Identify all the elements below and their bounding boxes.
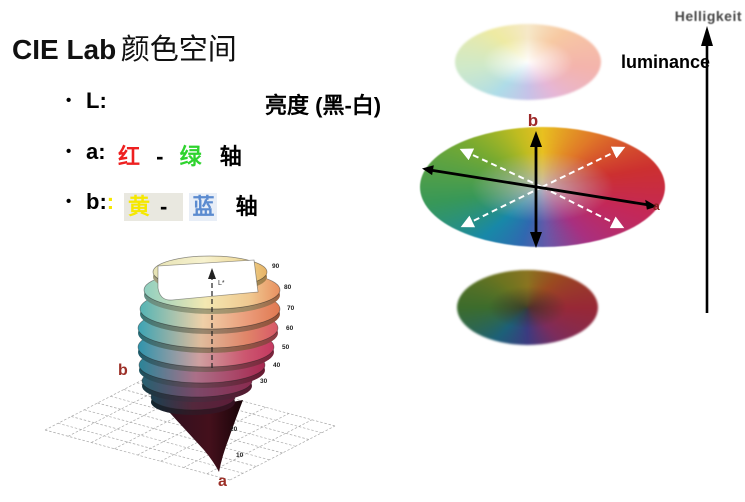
bullet-b: • b:: 黄- 蓝 轴 (0, 189, 440, 221)
green-word: 绿 (179, 144, 202, 169)
dash: - (156, 144, 164, 169)
blue-word: 蓝 (192, 194, 215, 219)
level-label: 50 (282, 344, 290, 351)
helligkeit-label: Helligkeit (674, 8, 742, 24)
gamut-funnel (158, 400, 243, 472)
dash: - (160, 194, 168, 219)
bullet-b-label: b:: (86, 189, 114, 215)
level-label: 60 (286, 325, 294, 332)
top-notch (157, 259, 259, 301)
l-star-arrowhead-icon (208, 268, 216, 279)
level-label: 20 (230, 426, 238, 433)
l-star-label: L* (218, 280, 225, 287)
level-label: 80 (284, 284, 292, 291)
lab-gamut-3d-plot: L* 90 80 70 60 50 40 30 20 10 b a (44, 255, 336, 490)
axis-word: 轴 (219, 144, 242, 169)
plot-b-axis-label: b (118, 362, 128, 379)
lab-disk-light (455, 24, 601, 100)
bullet-icon: • (66, 92, 72, 109)
bullet-b-label-text: b: (86, 189, 107, 214)
bullet-l-desc: 亮度 (黑-白) (265, 93, 382, 118)
blue-highlight-box: 蓝 (189, 193, 218, 221)
plot-a-axis-label: a (218, 473, 227, 490)
bullet-icon: • (66, 193, 72, 210)
title-latin: CIE Lab (12, 34, 117, 65)
bullet-l: • L: 亮度 (黑-白) (0, 88, 440, 118)
level-label: 40 (273, 362, 281, 369)
level-label: 10 (236, 452, 244, 459)
bullet-a: • a: 红 - 绿 轴 (0, 139, 440, 169)
title-cjk: 颜色空间 (120, 32, 237, 66)
axis-word: 轴 (235, 194, 258, 219)
bullet-a-content: 红 - 绿 轴 (118, 139, 242, 171)
highlight-box: 黄- (124, 193, 184, 221)
level-label: 90 (272, 263, 280, 270)
bullet-l-label: L: (86, 88, 107, 113)
page-title: CIE Lab 颜色空间 (12, 26, 237, 68)
red-word: 红 (118, 144, 141, 169)
level-labels: 90 80 70 60 50 40 30 20 10 (230, 263, 295, 459)
lab-disk-dark (457, 270, 598, 345)
level-label: 30 (260, 378, 268, 385)
luminance-arrowhead-icon (701, 26, 713, 46)
yellow-colon: : (106, 189, 115, 214)
luminance-label: luminance (621, 52, 711, 72)
level-label: 70 (287, 305, 295, 312)
bullet-icon: • (66, 143, 72, 160)
bullet-a-label: a: (86, 139, 106, 164)
lab-disk-chroma (420, 127, 665, 247)
bullet-b-content: 黄- 蓝 轴 (124, 189, 258, 221)
yellow-word: 黄 (128, 194, 151, 219)
